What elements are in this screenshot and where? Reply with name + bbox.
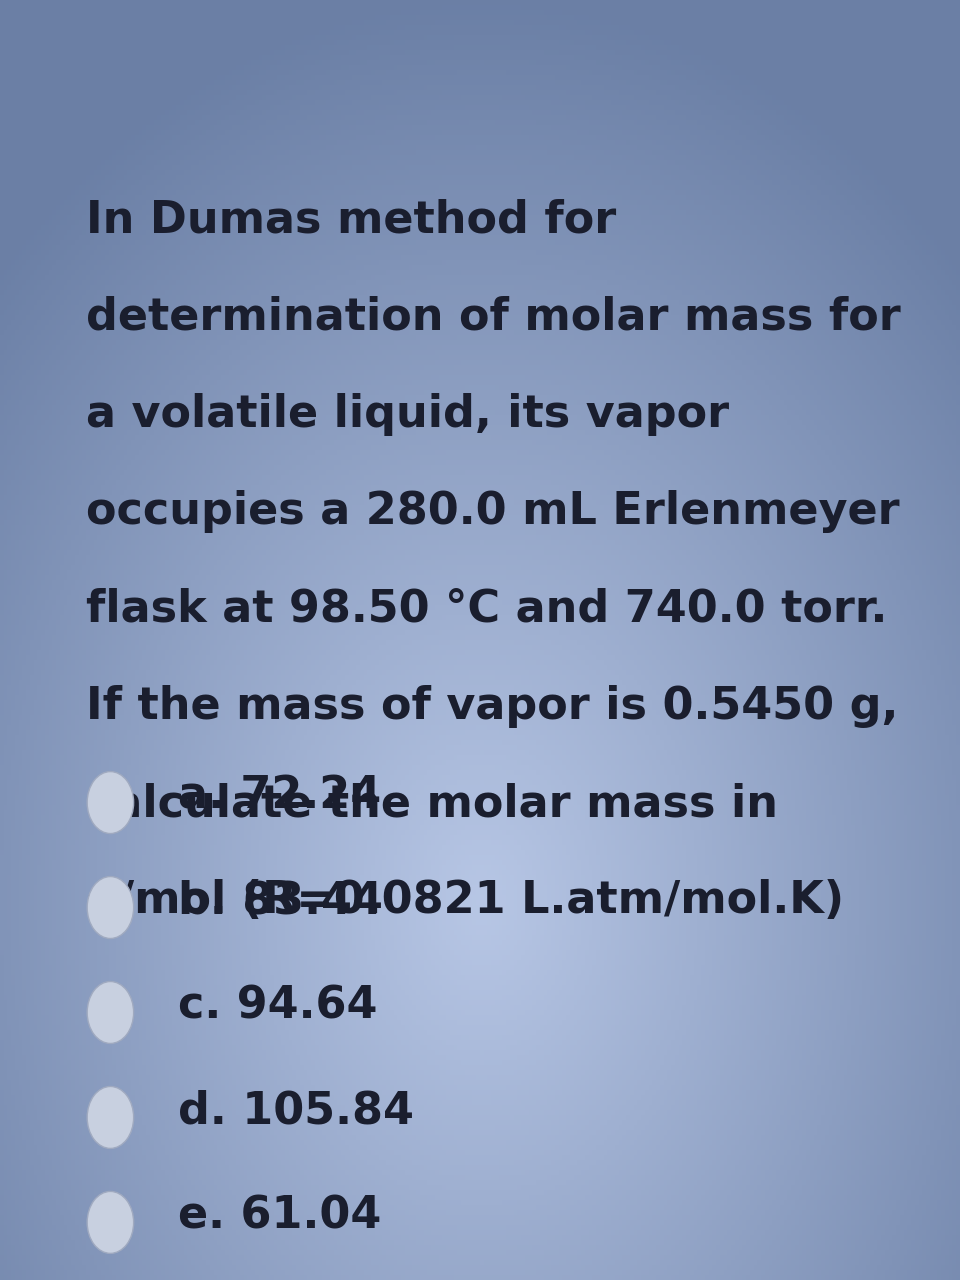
Circle shape [87, 877, 133, 938]
Text: a. 72.24: a. 72.24 [178, 774, 381, 818]
Text: a volatile liquid, its vapor: a volatile liquid, its vapor [86, 393, 730, 436]
Text: d. 105.84: d. 105.84 [178, 1089, 414, 1133]
Circle shape [87, 772, 133, 833]
Text: In Dumas method for: In Dumas method for [86, 198, 616, 242]
Circle shape [87, 1087, 133, 1148]
Circle shape [87, 1192, 133, 1253]
Text: e. 61.04: e. 61.04 [178, 1194, 381, 1238]
Text: occupies a 280.0 mL Erlenmeyer: occupies a 280.0 mL Erlenmeyer [86, 490, 900, 534]
Text: g/mol (R=0.0821 L.atm/mol.K): g/mol (R=0.0821 L.atm/mol.K) [86, 879, 845, 923]
Text: determination of molar mass for: determination of molar mass for [86, 296, 901, 339]
Text: c. 94.64: c. 94.64 [178, 984, 377, 1028]
Text: calculate the molar mass in: calculate the molar mass in [86, 782, 779, 826]
Circle shape [87, 982, 133, 1043]
Text: flask at 98.50 °C and 740.0 torr.: flask at 98.50 °C and 740.0 torr. [86, 588, 888, 631]
Text: If the mass of vapor is 0.5450 g,: If the mass of vapor is 0.5450 g, [86, 685, 899, 728]
Text: b. 83.44: b. 83.44 [178, 879, 383, 923]
